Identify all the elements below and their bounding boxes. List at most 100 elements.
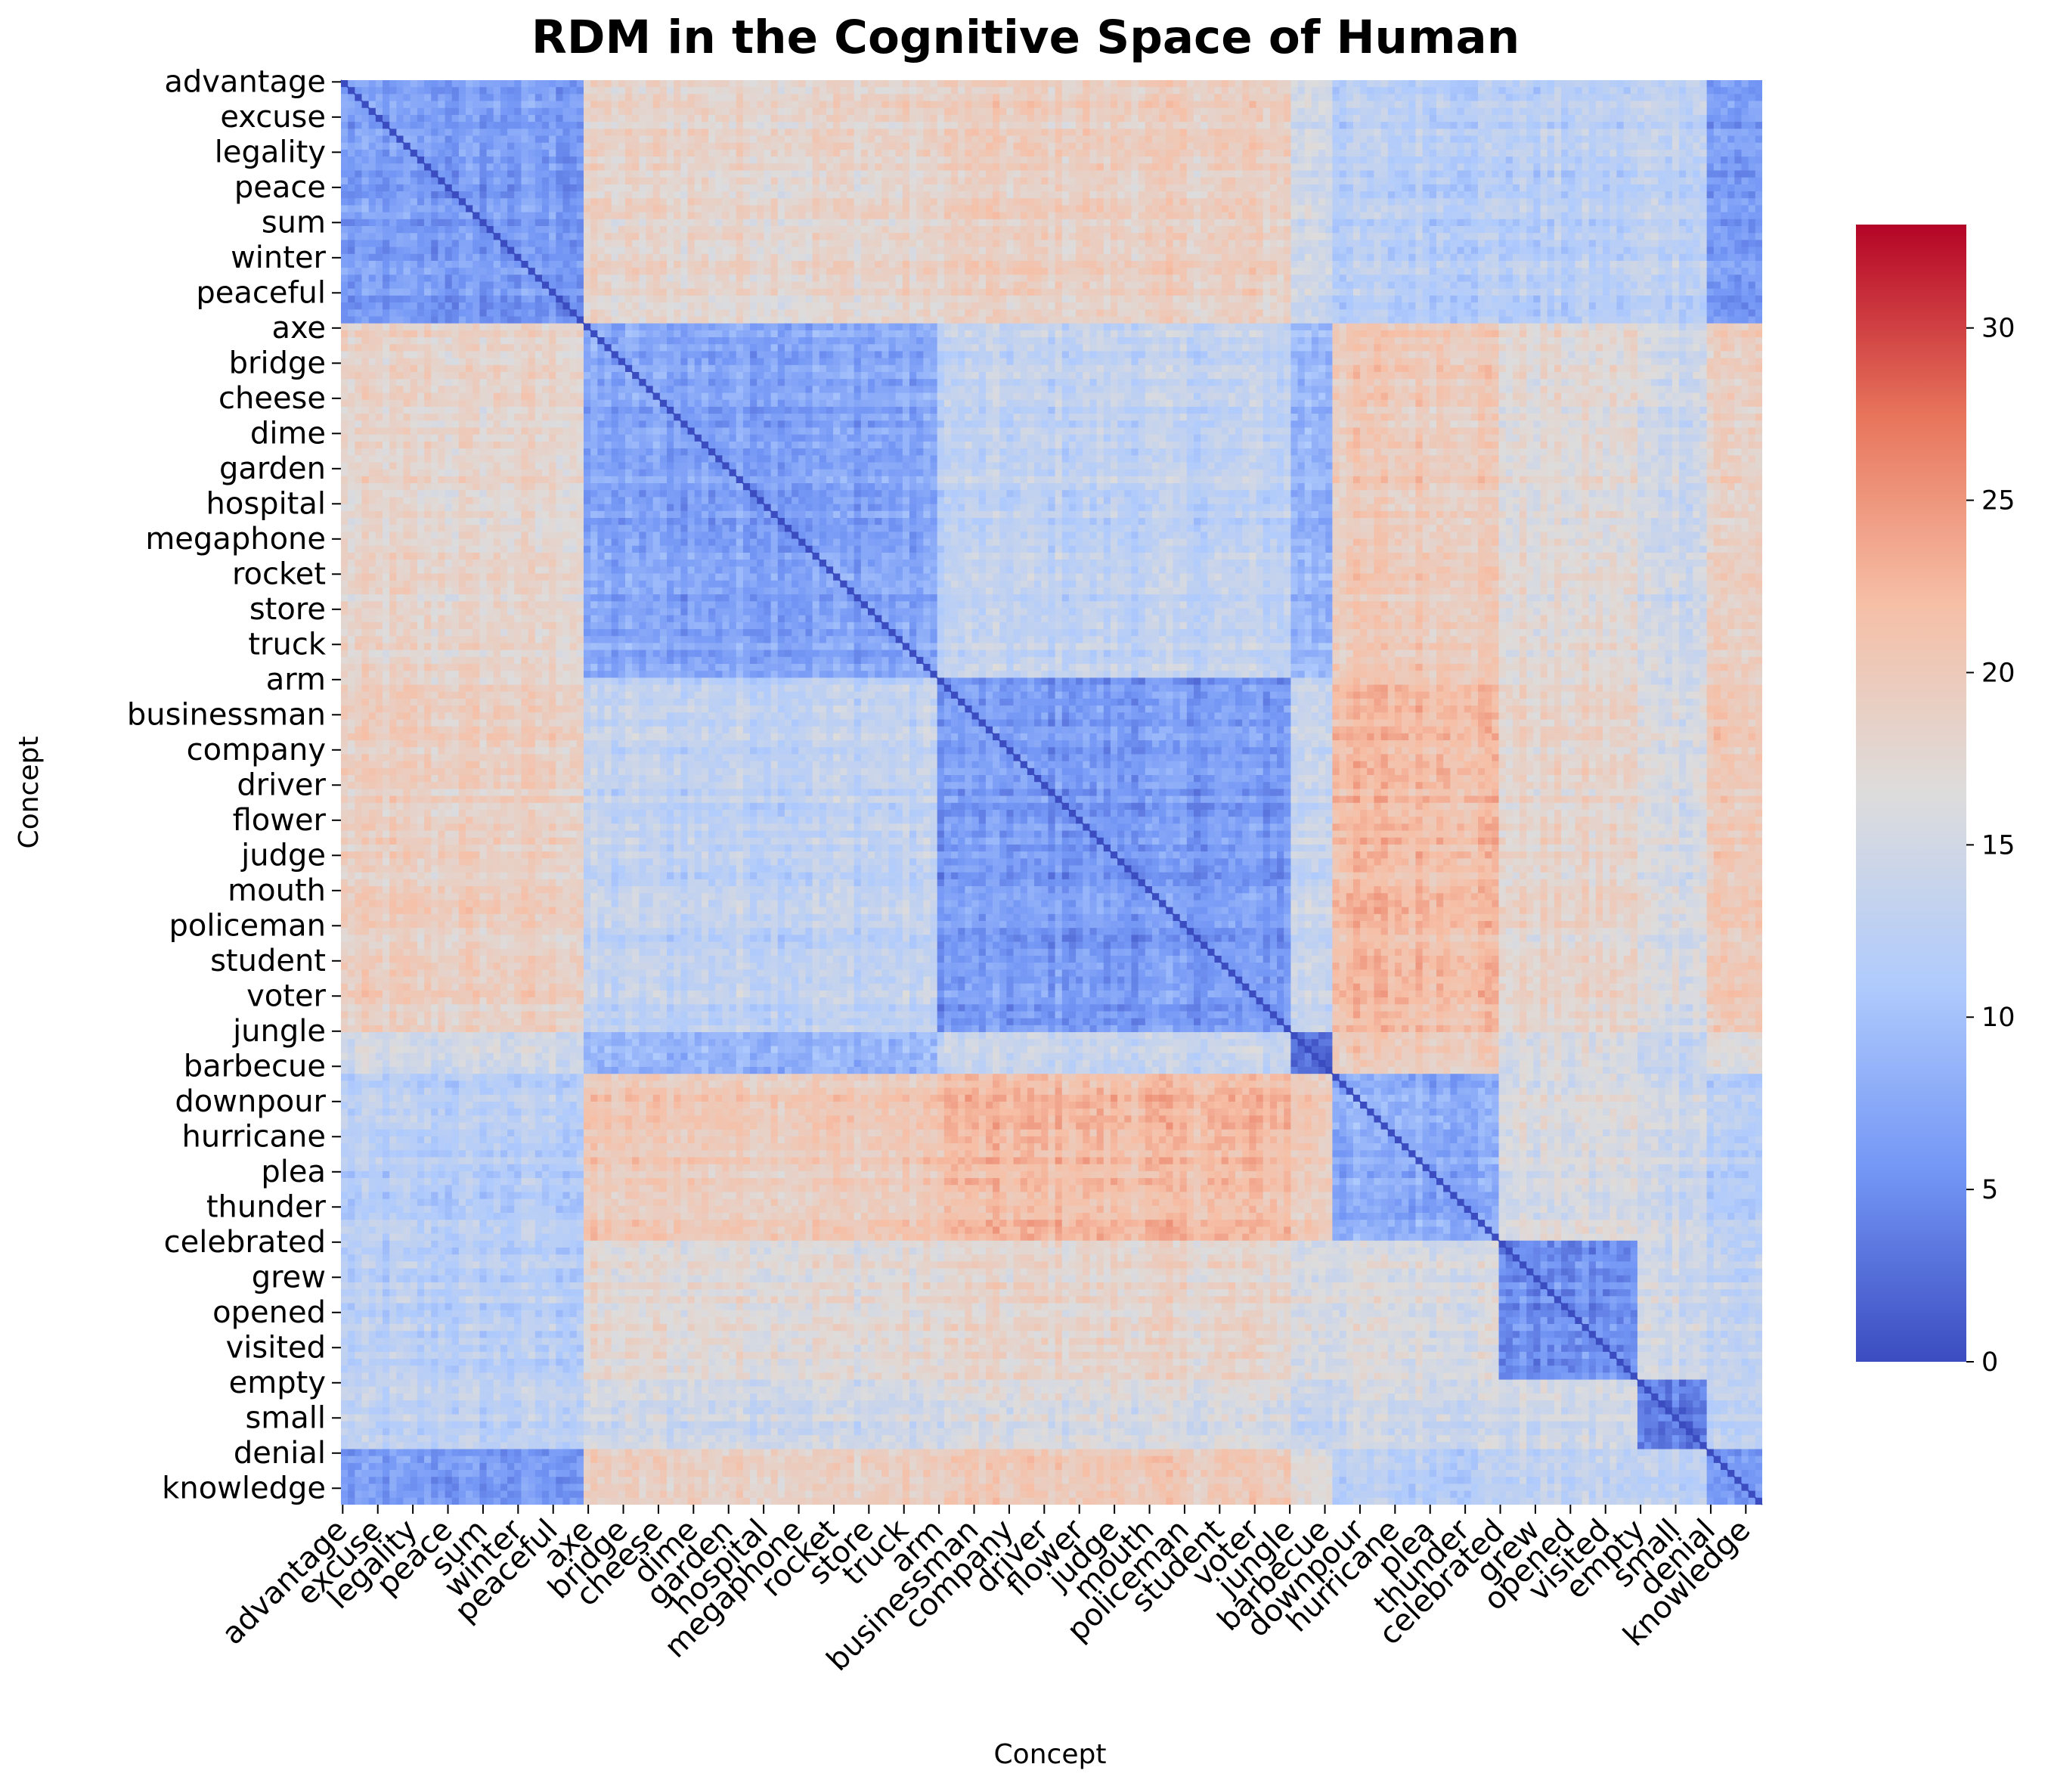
- heatmap-cell: [1151, 101, 1160, 109]
- heatmap-cell: [1041, 87, 1049, 95]
- heatmap-cell: [784, 101, 792, 109]
- heatmap-cell: [1235, 135, 1243, 144]
- heatmap-cell: [729, 94, 737, 101]
- heatmap-cell: [826, 177, 834, 185]
- heatmap-cell: [1263, 80, 1271, 88]
- heatmap-cell: [1083, 226, 1090, 234]
- heatmap-cell: [1110, 129, 1118, 136]
- heatmap-cell: [479, 191, 487, 199]
- heatmap-cell: [943, 184, 952, 192]
- heatmap-cell: [361, 80, 370, 88]
- heatmap-cell: [590, 212, 598, 220]
- heatmap-cell: [1076, 240, 1083, 247]
- heatmap-cell: [1263, 240, 1271, 247]
- heatmap-cell: [1402, 205, 1409, 213]
- heatmap-cell: [875, 170, 882, 178]
- heatmap-cell: [798, 191, 806, 199]
- heatmap-cell: [729, 198, 737, 206]
- heatmap-cell: [1249, 198, 1256, 206]
- heatmap-cell: [1367, 114, 1374, 122]
- heatmap-cell: [1561, 163, 1569, 171]
- heatmap-cell: [1665, 191, 1673, 199]
- heatmap-cell: [1235, 212, 1243, 220]
- heatmap-cell: [674, 135, 681, 144]
- heatmap-cell: [1201, 240, 1208, 247]
- heatmap-cell: [1263, 149, 1271, 157]
- heatmap-cell: [361, 114, 370, 122]
- heatmap-cell: [1138, 177, 1146, 185]
- heatmap-cell: [1068, 157, 1077, 164]
- heatmap-cell: [639, 163, 646, 171]
- heatmap-cell: [1374, 149, 1382, 157]
- heatmap-cell: [708, 212, 716, 220]
- heatmap-cell: [840, 184, 847, 192]
- heatmap-cell: [590, 226, 598, 234]
- heatmap-cell: [1006, 191, 1014, 199]
- heatmap-cell: [1637, 87, 1645, 95]
- heatmap-cell: [639, 87, 646, 95]
- heatmap-cell: [521, 240, 529, 247]
- heatmap-cell: [355, 184, 362, 192]
- heatmap-cell: [486, 170, 494, 178]
- heatmap-cell: [930, 149, 938, 157]
- heatmap-cell: [1297, 177, 1306, 185]
- heatmap-cell: [1124, 107, 1132, 116]
- heatmap-cell: [1117, 101, 1125, 109]
- heatmap-cell: [687, 163, 696, 171]
- heatmap-cell: [1402, 219, 1409, 227]
- heatmap-cell: [514, 246, 522, 255]
- heatmap-cell: [701, 101, 709, 109]
- heatmap-cell: [1693, 129, 1700, 136]
- heatmap-cell: [1221, 226, 1229, 234]
- heatmap-cell: [479, 142, 487, 150]
- heatmap-cell: [805, 246, 813, 255]
- heatmap-cell: [1041, 240, 1049, 247]
- heatmap-cell: [1332, 101, 1340, 109]
- heatmap-cell: [1748, 157, 1756, 164]
- heatmap-cell: [978, 87, 987, 95]
- heatmap-cell: [1464, 94, 1472, 101]
- heatmap-cell: [1575, 212, 1582, 220]
- heatmap-cell: [1151, 212, 1160, 220]
- heatmap-cell: [1041, 101, 1049, 109]
- heatmap-cell: [604, 246, 612, 255]
- heatmap-cell: [812, 191, 820, 199]
- heatmap-cell: [1269, 163, 1278, 171]
- heatmap-cell: [888, 240, 897, 247]
- heatmap-cell: [1235, 177, 1243, 185]
- heatmap-cell: [1367, 129, 1374, 136]
- heatmap-cell: [923, 205, 931, 213]
- heatmap-cell: [1380, 129, 1389, 136]
- heatmap-cell: [611, 163, 619, 171]
- heatmap-cell: [1547, 157, 1555, 164]
- heatmap-cell: [1408, 107, 1416, 116]
- heatmap-cell: [1526, 101, 1534, 109]
- heatmap-cell: [1526, 87, 1534, 95]
- heatmap-cell: [1380, 163, 1389, 171]
- heatmap-cell: [348, 163, 355, 171]
- heatmap-cell: [764, 80, 771, 88]
- heatmap-cell: [1339, 149, 1347, 157]
- heatmap-cell: [466, 163, 473, 171]
- heatmap-cell: [847, 198, 855, 206]
- heatmap-cell: [881, 107, 889, 116]
- heatmap-cell: [1665, 157, 1673, 164]
- heatmap-cell: [1678, 135, 1687, 144]
- heatmap-cell: [937, 219, 945, 227]
- heatmap-cell: [1089, 170, 1098, 178]
- heatmap-cell: [1311, 157, 1319, 164]
- heatmap-cell: [541, 107, 550, 116]
- heatmap-cell: [1374, 184, 1382, 192]
- heatmap-cell: [736, 233, 744, 240]
- heatmap-cell: [923, 107, 931, 116]
- heatmap-cell: [1083, 170, 1090, 178]
- heatmap-cell: [410, 135, 418, 144]
- heatmap-cell: [507, 233, 515, 240]
- heatmap-cell: [1706, 163, 1715, 171]
- heatmap-cell: [1651, 205, 1659, 213]
- heatmap-cell: [1367, 101, 1374, 109]
- heatmap-cell: [549, 107, 556, 116]
- heatmap-cell: [1526, 240, 1534, 247]
- heatmap-cell: [383, 114, 390, 122]
- heatmap-cell: [348, 149, 355, 157]
